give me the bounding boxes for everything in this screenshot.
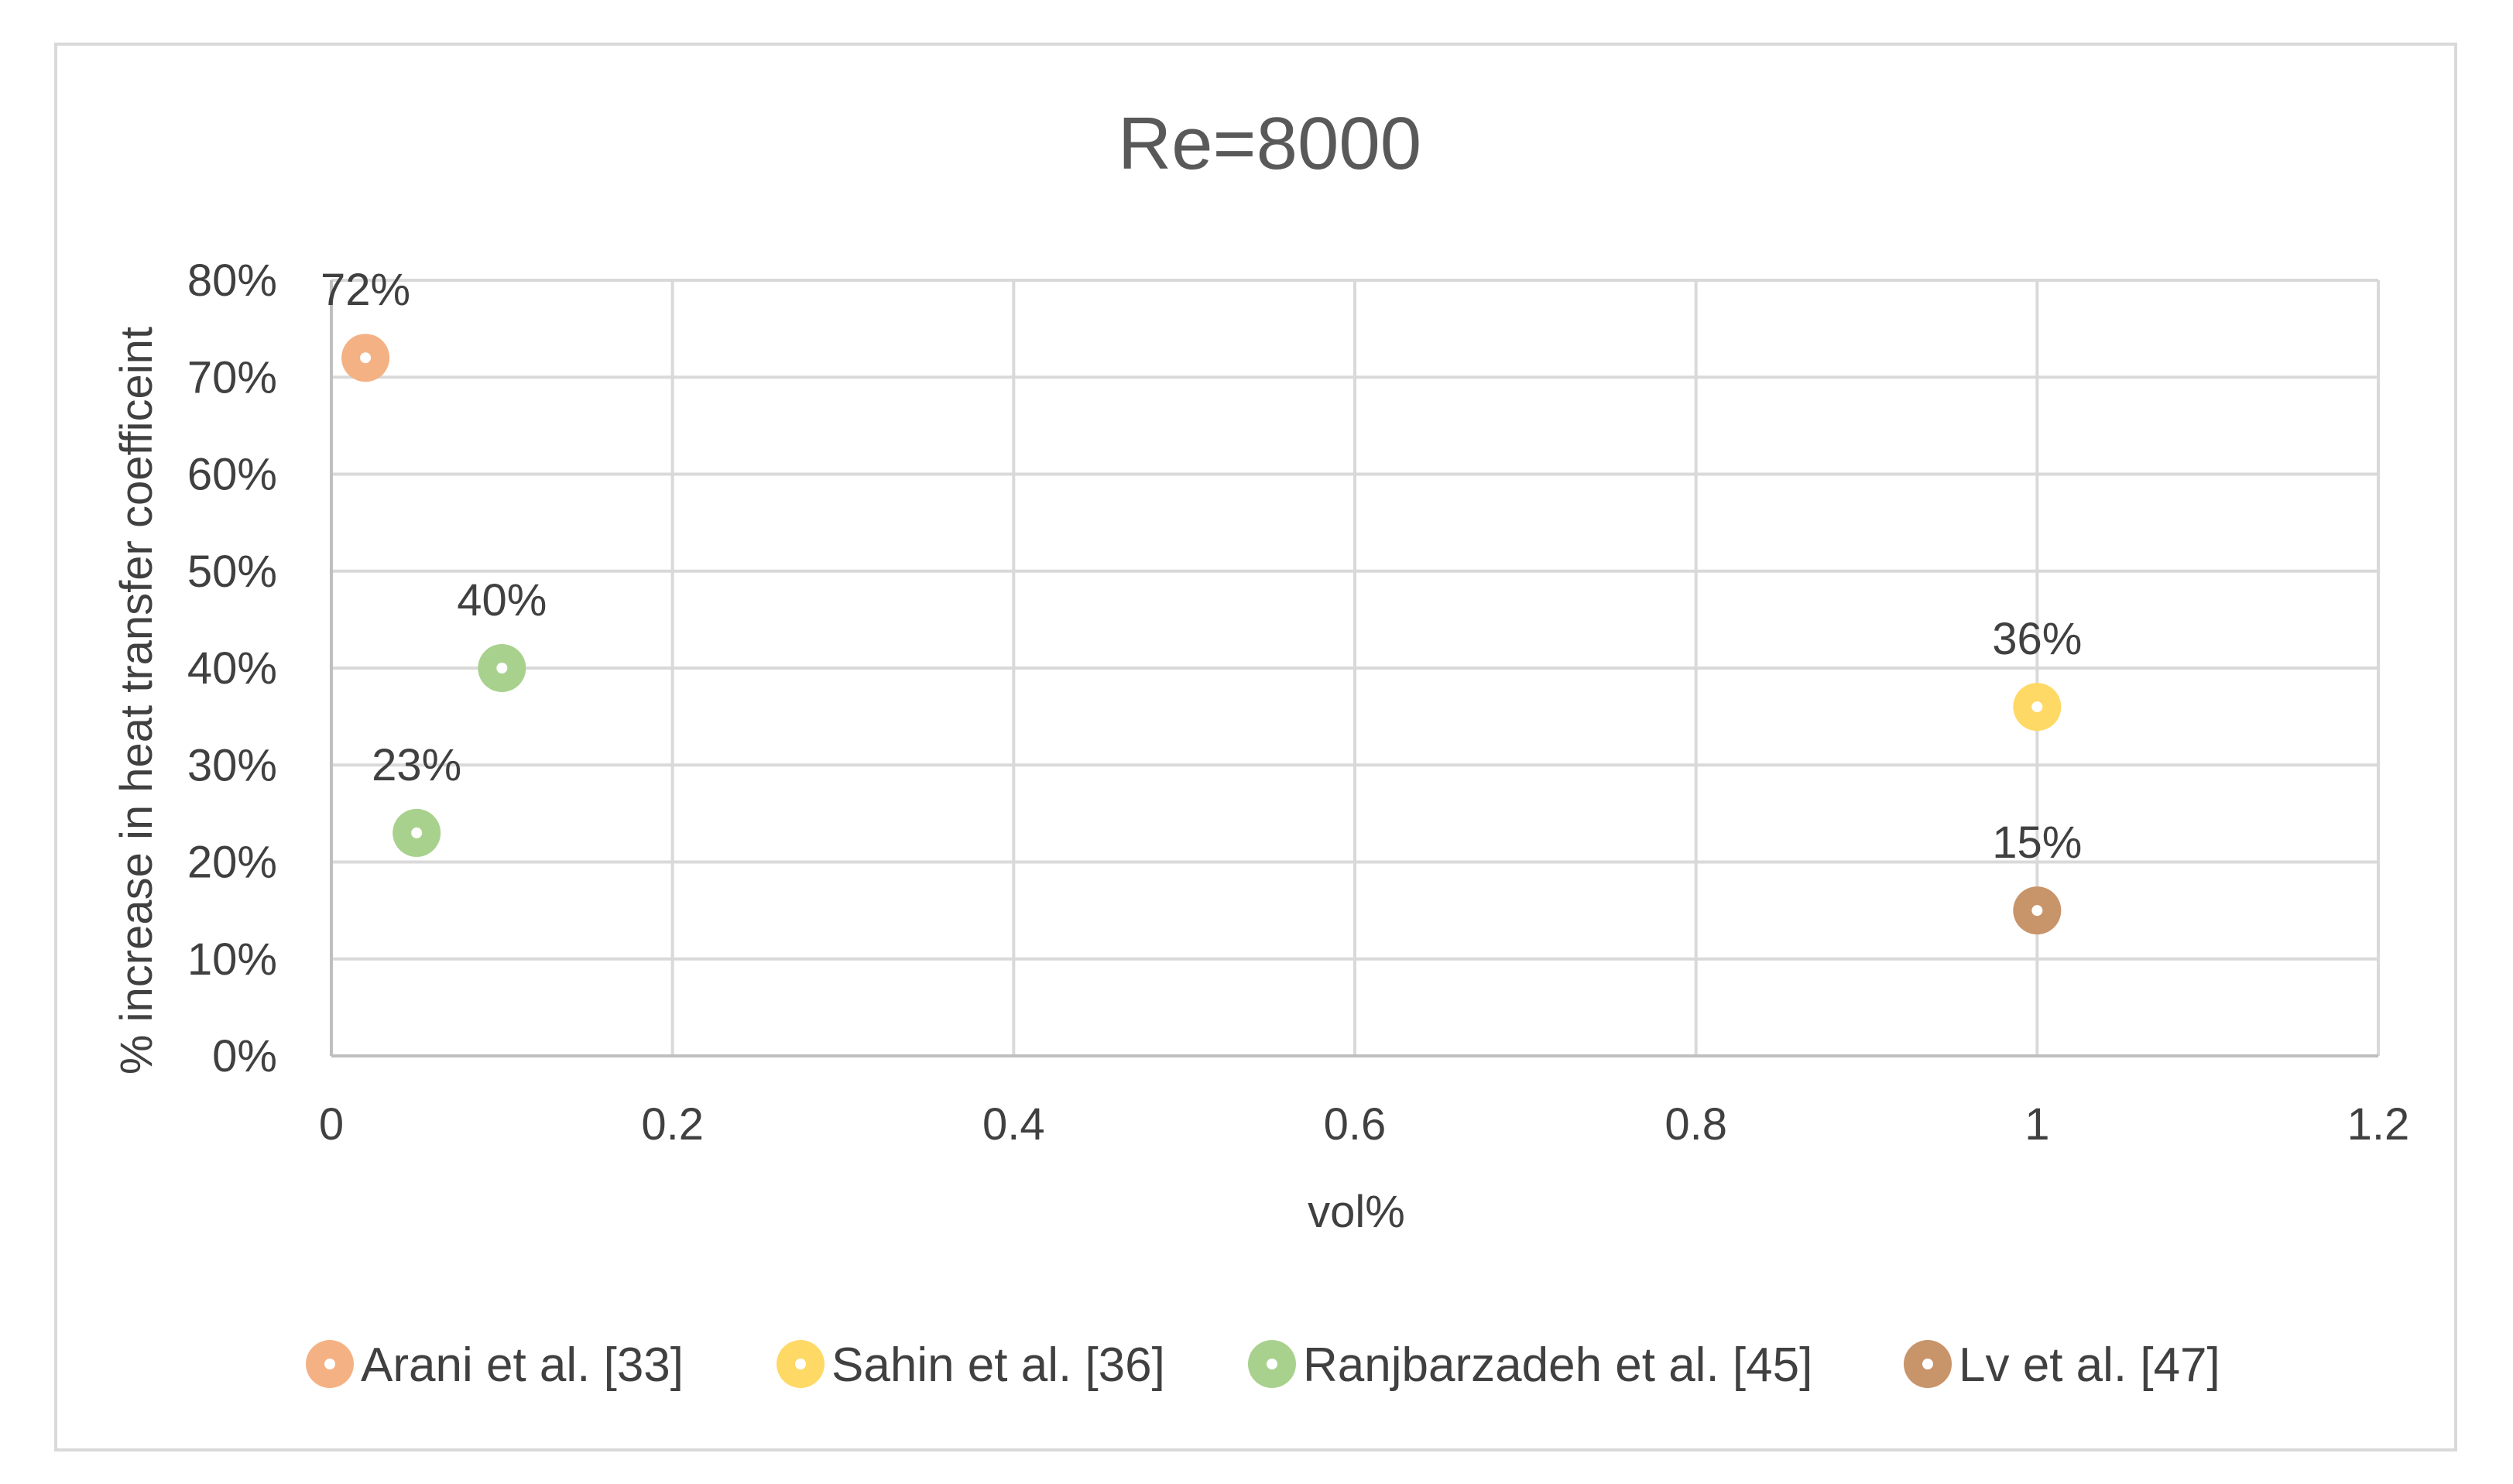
data-point-center [411, 827, 423, 838]
x-tick-label: 0.2 [641, 1099, 704, 1150]
tick-labels: 0% 10% 20% 30% 40% 50% 60% 70% 80% 0 0.2 0.4 0.6 0.8 1… [187, 255, 2409, 1150]
x-axis-label: vol% [1308, 1187, 1405, 1237]
x-tick-label: 0 [319, 1099, 344, 1150]
data-labels: 72% 36% 23% 40% 15% [321, 265, 2082, 868]
data-point-center [2031, 701, 2043, 713]
y-tick-label: 50% [187, 547, 277, 597]
legend-label: Sahin et al. [36] [831, 1338, 1165, 1392]
legend-label: Lv et al. [47] [1959, 1338, 2220, 1392]
data-point-center [360, 352, 372, 364]
y-tick-label: 20% [187, 838, 277, 888]
y-tick-label: 40% [187, 643, 277, 694]
legend-item: Sahin et al. [36] [777, 1338, 1165, 1392]
data-point [2013, 683, 2062, 732]
y-axis-label: % increase in heat transfer coefficeint [111, 327, 162, 1074]
data-label: 23% [372, 740, 461, 790]
legend: Arani et al. [33] Sahin et al. [36] Ranjba… [306, 1338, 2220, 1392]
x-tick-label: 0.4 [982, 1099, 1045, 1150]
x-tick-label: 0.6 [1324, 1099, 1387, 1150]
data-point [2013, 886, 2062, 935]
data-label: 72% [321, 265, 410, 315]
legend-item: Arani et al. [33] [306, 1338, 684, 1392]
y-tick-label: 30% [187, 740, 277, 790]
legend-marker-center [1267, 1359, 1277, 1369]
data-point [393, 808, 441, 857]
data-label: 40% [457, 575, 547, 625]
data-point [341, 334, 390, 382]
y-tick-label: 0% [212, 1031, 277, 1081]
y-tick-label: 80% [187, 255, 277, 306]
data-label: 36% [1992, 614, 2082, 664]
y-tick-label: 60% [187, 450, 277, 500]
x-tick-label: 1 [2024, 1099, 2049, 1150]
x-tick-label: 1.2 [2347, 1099, 2410, 1150]
legend-marker-center [324, 1359, 335, 1369]
legend-label: Arani et al. [33] [361, 1338, 684, 1392]
legend-marker-center [1922, 1359, 1933, 1369]
gridlines [331, 279, 2380, 1056]
y-tick-label: 10% [187, 934, 277, 985]
x-tick-label: 0.8 [1664, 1099, 1727, 1150]
legend-label: Ranjbarzadeh et al. [45] [1303, 1338, 1812, 1392]
y-tick-label: 70% [187, 352, 277, 403]
chart-title: Re=8000 [1118, 102, 1421, 185]
data-points [341, 334, 2062, 935]
data-point [478, 644, 526, 692]
data-label: 15% [1992, 817, 2082, 868]
legend-item: Ranjbarzadeh et al. [45] [1248, 1338, 1812, 1392]
data-point-center [496, 663, 508, 673]
chart-area [54, 43, 2457, 1451]
legend-item: Lv et al. [47] [1904, 1338, 2220, 1392]
data-point-center [2031, 905, 2043, 917]
legend-marker-center [795, 1359, 806, 1369]
axes [330, 280, 2378, 1057]
